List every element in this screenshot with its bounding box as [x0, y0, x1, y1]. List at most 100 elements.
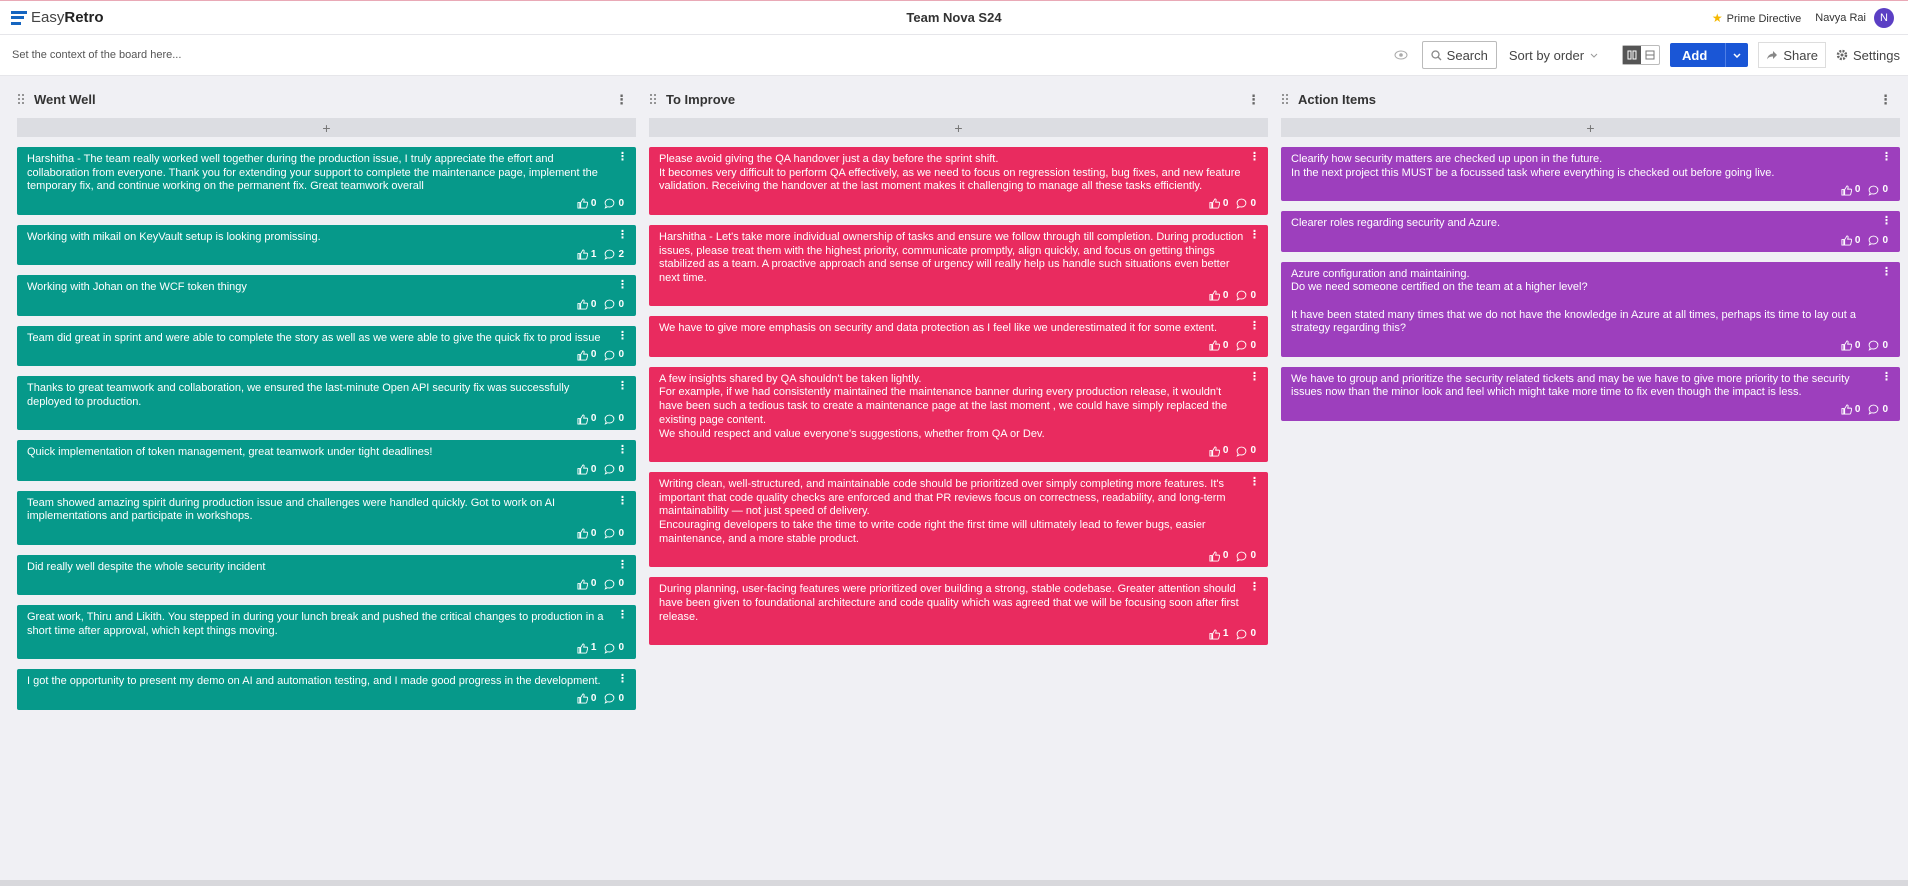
like-icon[interactable] [577, 414, 588, 425]
prime-directive[interactable]: ★ Prime Directive [1712, 11, 1801, 25]
card-menu[interactable]: ⋮ [1249, 320, 1260, 333]
card[interactable]: ⋮ Did really well despite the whole secur… [17, 554, 636, 596]
visibility-icon[interactable] [1394, 50, 1408, 60]
like-icon[interactable] [1209, 551, 1220, 562]
card[interactable]: ⋮ We have to give more emphasis on securi… [649, 316, 1268, 357]
context-input[interactable]: Set the context of the board here... [12, 49, 182, 61]
comment-icon[interactable] [604, 579, 615, 590]
card[interactable]: ⋮ Team did great in sprint and were able … [17, 325, 636, 367]
card-menu[interactable]: ⋮ [1249, 228, 1260, 241]
rows-view[interactable] [1641, 46, 1659, 64]
card[interactable]: ⋮ A few insights shared by QA shouldn't b… [649, 366, 1268, 462]
user-name[interactable]: Navya Rai [1815, 11, 1866, 24]
card-menu[interactable]: ⋮ [617, 329, 628, 342]
like-icon[interactable] [577, 528, 588, 539]
card[interactable]: ⋮ Great work, Thiru and Likith. You stepp… [17, 605, 636, 660]
comment-icon[interactable] [604, 464, 615, 475]
comment-icon[interactable] [1236, 290, 1247, 301]
card-menu[interactable]: ⋮ [617, 494, 628, 507]
comment-icon[interactable] [1236, 446, 1247, 457]
card[interactable]: ⋮ We have to group and prioritize the sec… [1281, 366, 1900, 421]
card-menu[interactable]: ⋮ [617, 279, 628, 292]
column-menu[interactable]: ⋮ [1247, 91, 1260, 107]
card-menu[interactable]: ⋮ [1249, 151, 1260, 163]
comment-icon[interactable] [604, 198, 615, 210]
like-icon[interactable] [1841, 235, 1852, 246]
like-icon[interactable] [1841, 404, 1852, 416]
card-menu[interactable]: ⋮ [1881, 215, 1892, 228]
drag-handle[interactable] [1281, 93, 1289, 105]
card-menu[interactable]: ⋮ [617, 673, 628, 686]
like-icon[interactable] [577, 249, 588, 260]
comment-icon[interactable] [604, 643, 615, 654]
like-icon[interactable] [577, 198, 588, 209]
card-menu[interactable]: ⋮ [617, 609, 628, 622]
comment-icon[interactable] [1868, 235, 1879, 246]
comment-icon[interactable] [1868, 404, 1879, 416]
card-menu[interactable]: ⋮ [1249, 475, 1260, 488]
comment-icon[interactable] [1236, 198, 1247, 210]
card-menu[interactable]: ⋮ [617, 380, 628, 393]
card[interactable]: ⋮ Quick implementation of token managemen… [17, 440, 636, 481]
comment-icon[interactable] [1868, 185, 1879, 196]
card-menu[interactable]: ⋮ [617, 444, 628, 457]
card-menu[interactable]: ⋮ [617, 228, 628, 241]
like-icon[interactable] [577, 693, 588, 704]
card[interactable]: ⋮ I got the opportunity to present my dem… [17, 669, 636, 710]
card[interactable]: ⋮ Thanks to great teamwork and collaborat… [17, 376, 636, 431]
like-icon[interactable] [577, 464, 588, 475]
card[interactable]: ⋮ Clearify how security matters are check… [1281, 147, 1900, 202]
add-card-button[interactable]: + [649, 118, 1268, 137]
comment-icon[interactable] [604, 249, 615, 260]
card[interactable]: ⋮ Writing clean, well-structured, and mai… [649, 471, 1268, 568]
card-menu[interactable]: ⋮ [1881, 265, 1892, 278]
comment-icon[interactable] [604, 414, 615, 425]
add-button[interactable]: Add [1670, 43, 1749, 67]
card-menu[interactable]: ⋮ [617, 151, 628, 163]
like-icon[interactable] [1209, 629, 1220, 640]
drag-handle[interactable] [17, 93, 25, 105]
comment-icon[interactable] [604, 299, 615, 310]
comment-icon[interactable] [1236, 340, 1247, 352]
card[interactable]: ⋮ Team showed amazing spirit during produ… [17, 490, 636, 545]
logo[interactable]: Easy Retro [11, 9, 104, 26]
card[interactable]: ⋮ Please avoid giving the QA handover jus… [649, 147, 1268, 215]
comment-icon[interactable] [604, 693, 615, 704]
card[interactable]: ⋮ Harshitha - The team really worked well… [17, 147, 636, 215]
settings-button[interactable]: Settings [1836, 48, 1900, 63]
drag-handle[interactable] [649, 93, 657, 105]
card[interactable]: ⋮ Azure configuration and maintaining. Do … [1281, 261, 1900, 357]
avatar[interactable]: N [1874, 7, 1894, 28]
card[interactable]: ⋮ Harshitha - Let's take more individual … [649, 224, 1268, 307]
comment-icon[interactable] [604, 528, 615, 540]
comment-icon[interactable] [604, 350, 615, 361]
like-icon[interactable] [1209, 340, 1220, 351]
like-icon[interactable] [577, 299, 588, 310]
card-menu[interactable]: ⋮ [1249, 581, 1260, 594]
column-menu[interactable]: ⋮ [615, 91, 628, 107]
like-icon[interactable] [577, 643, 588, 654]
card[interactable]: ⋮ Clearer roles regarding security and Az… [1281, 211, 1900, 252]
columns-view[interactable] [1623, 46, 1642, 64]
column-menu[interactable]: ⋮ [1879, 91, 1892, 107]
card[interactable]: ⋮ Working with Johan on the WCF token thi… [17, 275, 636, 316]
card[interactable]: ⋮ Working with mikail on KeyVault setup i… [17, 224, 636, 266]
share-button[interactable]: Share [1758, 42, 1827, 68]
card-menu[interactable]: ⋮ [1881, 151, 1892, 163]
card-menu[interactable]: ⋮ [1881, 370, 1892, 383]
like-icon[interactable] [577, 350, 588, 361]
add-card-button[interactable]: + [17, 118, 636, 137]
comment-icon[interactable] [1236, 629, 1247, 640]
like-icon[interactable] [1841, 340, 1852, 351]
like-icon[interactable] [1209, 198, 1220, 209]
like-icon[interactable] [577, 579, 588, 590]
search-box[interactable]: Search [1421, 41, 1497, 69]
add-card-button[interactable]: + [1281, 118, 1900, 137]
add-caret[interactable] [1725, 43, 1748, 67]
like-icon[interactable] [1209, 446, 1220, 457]
comment-icon[interactable] [1236, 551, 1247, 562]
sort-dropdown[interactable]: Sort by order [1509, 48, 1598, 63]
card[interactable]: ⋮ During planning, user-facing features w… [649, 577, 1268, 645]
like-icon[interactable] [1209, 290, 1220, 301]
like-icon[interactable] [1841, 185, 1852, 196]
